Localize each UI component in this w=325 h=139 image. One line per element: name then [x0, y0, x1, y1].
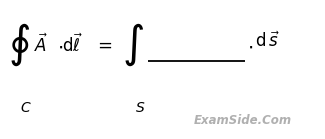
- Text: $\int$: $\int$: [122, 21, 144, 68]
- Text: $=$: $=$: [94, 35, 113, 54]
- Text: ExamSide.Com: ExamSide.Com: [193, 114, 292, 127]
- Text: $\cdot$: $\cdot$: [57, 38, 63, 56]
- Text: $\vec{A}$: $\vec{A}$: [34, 33, 48, 56]
- Text: $\cdot$: $\cdot$: [247, 38, 253, 56]
- Text: $\oint$: $\oint$: [8, 21, 30, 68]
- Text: $\mathit{C}$: $\mathit{C}$: [20, 101, 31, 115]
- Text: $\mathit{S}$: $\mathit{S}$: [135, 101, 145, 115]
- Text: $\mathrm{d}\vec{\ell}$: $\mathrm{d}\vec{\ell}$: [62, 33, 83, 56]
- Text: $\mathrm{d}\,\vec{s}$: $\mathrm{d}\,\vec{s}$: [255, 32, 280, 51]
